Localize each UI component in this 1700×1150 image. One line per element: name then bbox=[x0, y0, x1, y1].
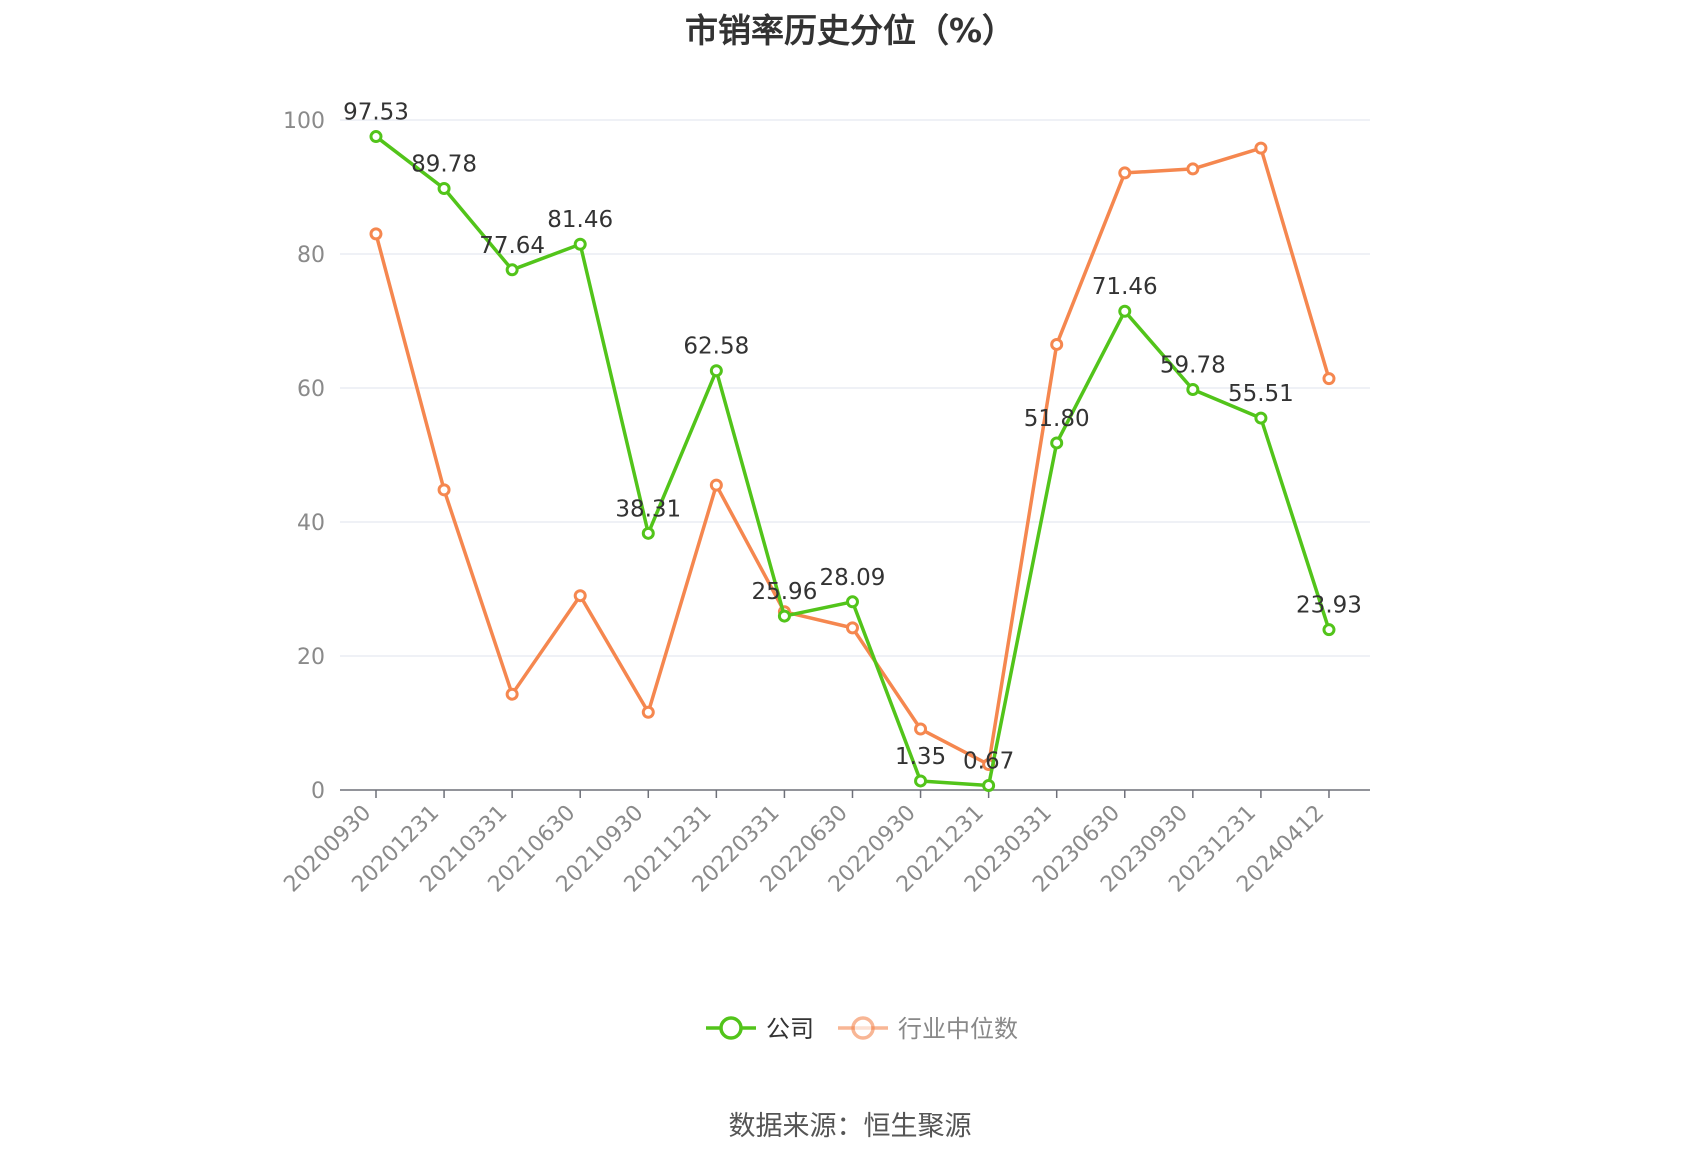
y-tick-label: 20 bbox=[297, 645, 325, 670]
y-tick-label: 0 bbox=[311, 779, 325, 804]
data-point bbox=[1322, 623, 1336, 637]
data-point bbox=[505, 263, 519, 277]
data-point bbox=[573, 237, 587, 251]
data-point bbox=[845, 621, 859, 635]
data-label: 77.64 bbox=[479, 233, 545, 259]
data-label: 81.46 bbox=[547, 207, 613, 233]
data-point bbox=[641, 705, 655, 719]
data-point bbox=[1254, 411, 1268, 425]
data-label: 97.53 bbox=[343, 100, 409, 126]
data-point bbox=[914, 722, 928, 736]
data-point bbox=[914, 774, 928, 788]
data-label: 38.31 bbox=[615, 496, 681, 522]
legend: 公司 行业中位数 bbox=[706, 1015, 1018, 1043]
legend-label: 行业中位数 bbox=[898, 1015, 1018, 1043]
data-point bbox=[982, 779, 996, 793]
data-point bbox=[1118, 304, 1132, 318]
data-point bbox=[709, 478, 723, 492]
legend-label: 公司 bbox=[766, 1015, 814, 1043]
data-point bbox=[1118, 166, 1132, 180]
data-label: 28.09 bbox=[820, 565, 886, 591]
data-point bbox=[1322, 372, 1336, 386]
data-label: 51.80 bbox=[1024, 406, 1090, 432]
y-axis-ticks: 0 20 40 60 80 100 bbox=[283, 109, 325, 804]
x-axis: 2020093020201231202103312021063020210930… bbox=[279, 789, 1370, 897]
data-label: 89.78 bbox=[411, 151, 477, 177]
legend-marker bbox=[719, 1016, 743, 1040]
data-label: 62.58 bbox=[683, 334, 749, 360]
data-point bbox=[709, 364, 723, 378]
data-point bbox=[505, 687, 519, 701]
y-tick-label: 80 bbox=[297, 243, 325, 268]
data-label: 55.51 bbox=[1228, 381, 1294, 407]
legend-marker bbox=[851, 1016, 875, 1040]
data-point bbox=[437, 483, 451, 497]
series-lines bbox=[369, 130, 1336, 793]
data-source: 数据来源：恒生聚源 bbox=[728, 1111, 972, 1142]
data-point bbox=[1186, 162, 1200, 176]
data-label: 1.35 bbox=[895, 744, 946, 770]
data-point bbox=[777, 609, 791, 623]
chart-title: 市销率历史分位（%） bbox=[684, 11, 1016, 50]
data-point bbox=[641, 526, 655, 540]
data-point bbox=[573, 589, 587, 603]
data-point bbox=[845, 595, 859, 609]
data-point bbox=[437, 181, 451, 195]
data-point bbox=[1254, 141, 1268, 155]
data-point bbox=[1050, 337, 1064, 351]
y-tick-label: 40 bbox=[297, 511, 325, 536]
data-label: 0.67 bbox=[963, 749, 1014, 775]
y-tick-label: 100 bbox=[283, 109, 325, 134]
data-point bbox=[369, 227, 383, 241]
data-point bbox=[1186, 382, 1200, 396]
data-label: 25.96 bbox=[751, 579, 817, 605]
data-point bbox=[1050, 436, 1064, 450]
y-tick-label: 60 bbox=[297, 377, 325, 402]
data-label: 59.78 bbox=[1160, 352, 1226, 378]
data-point bbox=[369, 130, 383, 144]
data-label: 23.93 bbox=[1296, 593, 1362, 619]
data-label: 71.46 bbox=[1092, 274, 1158, 300]
